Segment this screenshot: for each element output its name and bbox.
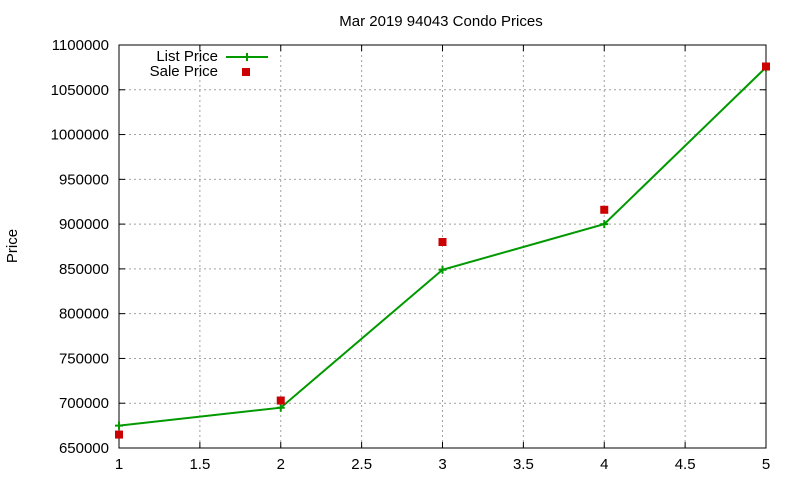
x-tick-label: 3 bbox=[438, 456, 446, 473]
list-price-point bbox=[438, 265, 447, 274]
list-price-point bbox=[600, 220, 609, 229]
x-tick-label: 2 bbox=[277, 456, 285, 473]
y-tick-label: 1000000 bbox=[51, 127, 109, 144]
chart-title: Mar 2019 94043 Condo Prices bbox=[339, 13, 542, 30]
series-layer bbox=[115, 62, 770, 439]
y-axis-label: Price bbox=[4, 229, 21, 263]
tick-labels: 1 1.5 2 2.5 3 3.5 4 4.5 5 650000 700000 750000 80000… bbox=[51, 37, 771, 473]
y-tick-label: 800000 bbox=[59, 306, 109, 323]
legend: List Price Sale Price bbox=[150, 48, 268, 80]
legend-label-list-price: List Price bbox=[156, 48, 218, 65]
y-tick-label: 950000 bbox=[59, 171, 109, 188]
y-tick-label: 1050000 bbox=[51, 82, 109, 99]
x-tick-label: 1 bbox=[115, 456, 123, 473]
sale-price-point bbox=[762, 62, 770, 71]
grid-layer bbox=[118, 44, 767, 449]
legend-marker-sale-price bbox=[242, 68, 250, 76]
y-tick-label: 850000 bbox=[59, 261, 109, 278]
sale-price-point bbox=[276, 396, 285, 405]
sale-price-point bbox=[115, 430, 123, 439]
list-price-point bbox=[276, 403, 285, 412]
plot-frame bbox=[118, 44, 767, 449]
x-tick-label: 4 bbox=[600, 456, 608, 473]
list-price-point bbox=[115, 421, 123, 430]
x-tick-label: 4.5 bbox=[675, 456, 696, 473]
legend-label-sale-price: Sale Price bbox=[150, 63, 218, 80]
x-tick-label: 1.5 bbox=[189, 456, 210, 473]
x-tick-label: 3.5 bbox=[513, 456, 534, 473]
y-tick-label: 650000 bbox=[59, 440, 109, 457]
y-tick-label: 750000 bbox=[59, 350, 109, 367]
sale-price-point bbox=[600, 205, 609, 214]
x-tick-label: 5 bbox=[762, 456, 770, 473]
y-tick-label: 900000 bbox=[59, 216, 109, 233]
sale-price-point bbox=[438, 238, 447, 247]
y-tick-label: 700000 bbox=[59, 395, 109, 412]
y-tick-label: 1100000 bbox=[52, 37, 109, 54]
legend-marker-list-price bbox=[243, 53, 251, 61]
x-tick-label: 2.5 bbox=[351, 456, 372, 473]
